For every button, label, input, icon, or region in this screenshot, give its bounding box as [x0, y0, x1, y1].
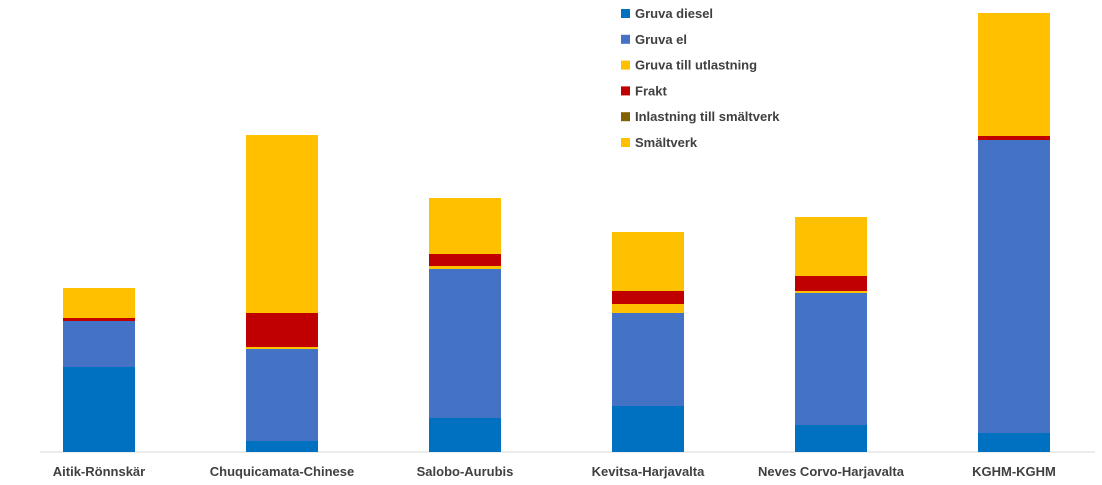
legend-label-frakt: Frakt: [635, 83, 667, 98]
legend-label-gruva-diesel: Gruva diesel: [635, 6, 713, 21]
legend-swatch-inlastning-till-smaltverk: [621, 112, 630, 122]
bar-segment-salobo-aurubis-gruva-till-utlastning: [429, 266, 501, 269]
bar-segment-chuquicamata-chinese-gruva-diesel: [246, 441, 318, 452]
x-tick-label: KGHM-KGHM: [972, 464, 1056, 479]
bar-segment-neves-corvo-harjavalta-frakt: [795, 276, 867, 291]
x-tick-label: Aitik-Rönnskär: [53, 464, 145, 479]
bar-segment-aitik-ronnskar-gruva-el: [63, 321, 135, 367]
bar-segment-aitik-ronnskar-frakt: [63, 318, 135, 321]
bar-segment-salobo-aurubis-gruva-el: [429, 269, 501, 418]
bar-segment-kevitsa-harjavalta-gruva-el: [612, 313, 684, 406]
bar-segment-neves-corvo-harjavalta-gruva-diesel: [795, 425, 867, 452]
bars-group: [63, 13, 1050, 452]
bar-segment-kevitsa-harjavalta-frakt: [612, 291, 684, 304]
bar-segment-kghm-kghm-gruva-diesel: [978, 433, 1050, 452]
bar-segment-aitik-ronnskar-gruva-diesel: [63, 367, 135, 452]
bar-segment-kghm-kghm-smaltverk: [978, 13, 1050, 136]
legend-label-gruva-till-utlastning: Gruva till utlastning: [635, 58, 757, 73]
bar-segment-chuquicamata-chinese-gruva-el: [246, 349, 318, 441]
legend-swatch-gruva-diesel: [621, 9, 630, 18]
x-tick-label: Neves Corvo-Harjavalta: [758, 464, 905, 479]
bar-segment-aitik-ronnskar-smaltverk: [63, 288, 135, 318]
legend-label-smaltverk: Smältverk: [635, 135, 698, 150]
bar-segment-salobo-aurubis-smaltverk: [429, 198, 501, 254]
bar-segment-kevitsa-harjavalta-smaltverk: [612, 232, 684, 291]
legend-label-inlastning-till-smaltverk: Inlastning till smältverk: [635, 109, 780, 124]
legend-swatch-gruva-el: [621, 34, 630, 44]
legend-swatch-gruva-till-utlastning: [621, 60, 630, 70]
legend-swatch-smaltverk: [621, 138, 630, 147]
x-tick-labels: Aitik-Rönnskär Chuquicamata-Chinese Salobo…: [53, 464, 1056, 479]
bar-segment-neves-corvo-harjavalta-gruva-el: [795, 293, 867, 425]
bar-segment-salobo-aurubis-frakt: [429, 254, 501, 266]
x-tick-label: Kevitsa-Harjavalta: [592, 464, 705, 479]
legend-swatch-frakt: [621, 86, 630, 96]
bar-segment-kevitsa-harjavalta-gruva-diesel: [612, 406, 684, 452]
bar-segment-salobo-aurubis-gruva-diesel: [429, 418, 501, 452]
x-tick-label: Chuquicamata-Chinese: [210, 464, 354, 479]
bar-segment-kevitsa-harjavalta-gruva-till-utlastning: [612, 304, 684, 313]
legend: Gruva diesel Gruva el Gruva till utlastnin…: [621, 6, 780, 150]
x-tick-label: Salobo-Aurubis: [417, 464, 514, 479]
bar-segment-chuquicamata-chinese-gruva-till-utlastning: [246, 347, 318, 349]
bar-segment-neves-corvo-harjavalta-gruva-till-utlastning: [795, 291, 867, 293]
legend-label-gruva-el: Gruva el: [635, 32, 687, 47]
bar-segment-chuquicamata-chinese-smaltverk: [246, 135, 318, 313]
bar-segment-kghm-kghm-gruva-el: [978, 140, 1050, 433]
bar-segment-chuquicamata-chinese-frakt: [246, 313, 318, 347]
bar-segment-kghm-kghm-frakt: [978, 136, 1050, 140]
bar-segment-neves-corvo-harjavalta-smaltverk: [795, 217, 867, 276]
